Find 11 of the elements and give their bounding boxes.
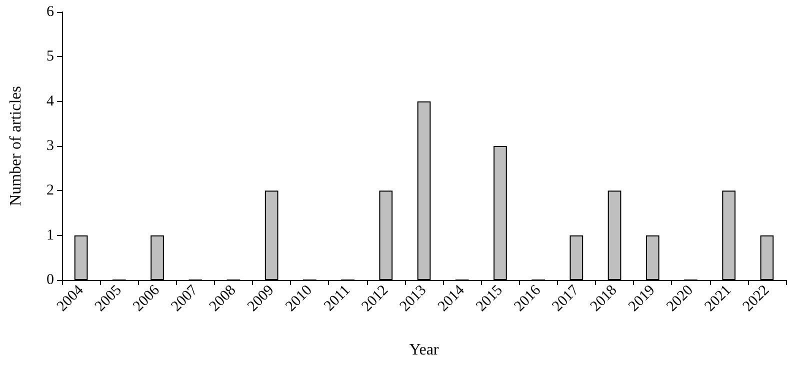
y-tick-label: 2	[46, 182, 54, 199]
x-tick-label: 2021	[702, 282, 734, 315]
y-tick-label: 0	[46, 272, 54, 288]
y-axis-title: Number of articles	[8, 86, 24, 206]
y-tick-label: 3	[46, 138, 54, 154]
y-tick-label: 6	[46, 4, 54, 20]
y-tick-label: 4	[46, 93, 54, 110]
y-tick-label: 5	[46, 48, 54, 65]
y-tick-label: 1	[46, 227, 54, 244]
x-axis-title: Year	[409, 342, 440, 358]
x-tick-label: 2011	[321, 282, 354, 314]
